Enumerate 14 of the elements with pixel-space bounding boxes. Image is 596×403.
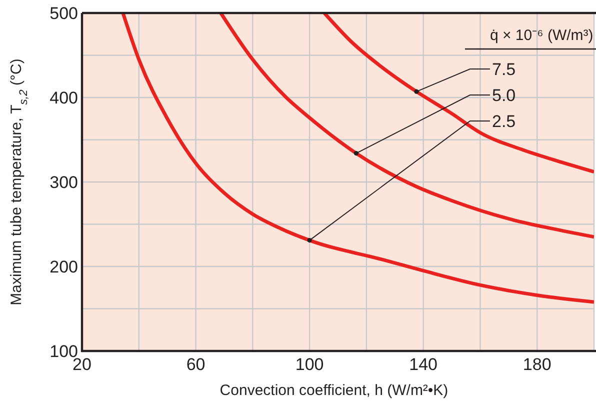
- x-tick-label: 60: [186, 355, 206, 374]
- x-tick-label: 140: [409, 355, 438, 374]
- y-tick-label: 200: [50, 258, 78, 276]
- y-tick-label: 300: [50, 173, 78, 192]
- x-tick-label: 180: [522, 355, 552, 374]
- legend-title: q̇ × 10⁻⁶ (W/m³): [490, 27, 594, 44]
- text: 5.0: [492, 86, 516, 105]
- x-tick-label: 100: [295, 355, 324, 374]
- line-series: [121, 13, 594, 304]
- y-tick-label: 500: [50, 4, 78, 23]
- x-axis-title: Convection coefficient, h (W/m²•K): [220, 382, 448, 399]
- y-tick-label: 400: [50, 88, 78, 108]
- legend-label: 7.5: [492, 60, 516, 79]
- text: 2.5: [492, 112, 516, 131]
